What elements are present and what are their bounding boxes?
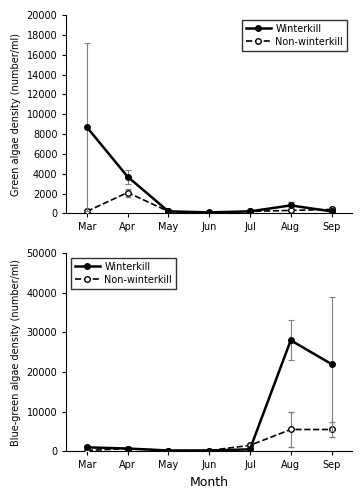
Legend: Winterkill, Non-winterkill: Winterkill, Non-winterkill: [71, 258, 176, 288]
Legend: Winterkill, Non-winterkill: Winterkill, Non-winterkill: [242, 20, 347, 50]
X-axis label: Month: Month: [189, 476, 229, 489]
Y-axis label: Blue-green algae density (number/ml): Blue-green algae density (number/ml): [11, 258, 21, 446]
Y-axis label: Green algae density (number/ml): Green algae density (number/ml): [11, 32, 21, 196]
